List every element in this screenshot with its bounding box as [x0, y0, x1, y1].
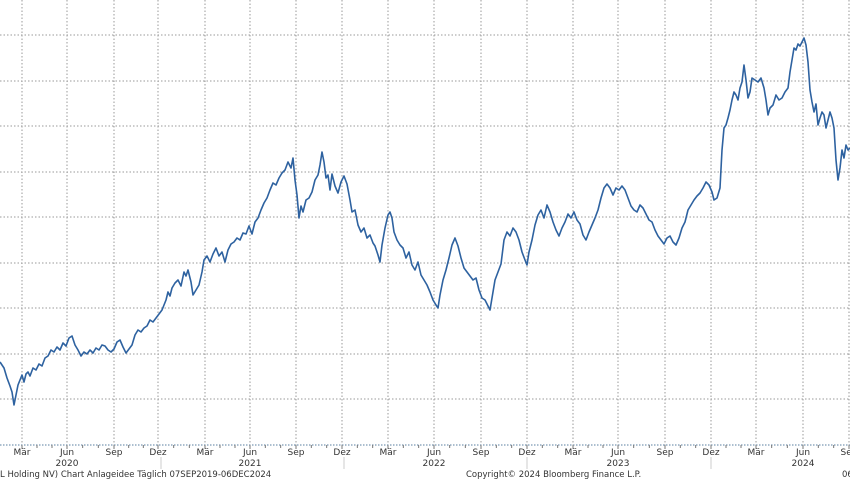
x-tick-label: Sep [841, 448, 850, 458]
x-tick-label: Dez [149, 448, 166, 458]
x-tick-label: Sep [657, 448, 674, 458]
x-tick-label: Mär [565, 448, 582, 458]
vertical-gridlines [21, 0, 850, 445]
x-tick-label: Mär [14, 448, 31, 458]
x-tick-label: Jun [795, 448, 810, 458]
x-tick-label: Mär [748, 448, 765, 458]
x-axis-month-labels: Mär Jun Sep Dez Mär Jun Sep Dez Mär Jun Sep Dez Mär J… [14, 448, 850, 458]
footer-date-fragment: 06 [842, 470, 850, 480]
x-tick-label: Sep [288, 448, 305, 458]
chart-footer-info: L Holding NV) Chart Anlageidee Täglich 0… [0, 470, 271, 480]
x-tick-label: Sep [106, 448, 123, 458]
horizontal-gridlines [0, 34, 850, 400]
x-tick-label: Jun [426, 448, 441, 458]
x-tick-label: Jun [610, 448, 625, 458]
x-year-label: 2023 [607, 459, 630, 469]
x-year-label: 2022 [423, 459, 446, 469]
x-axis-year-labels: 2020 2021 2022 2023 2024 [56, 459, 815, 469]
x-tick-label: Dez [518, 448, 535, 458]
year-separators [160, 457, 712, 469]
x-axis-ticks [21, 445, 850, 449]
x-tick-label: Dez [702, 448, 719, 458]
price-series-line [0, 37, 850, 406]
x-tick-label: Dez [333, 448, 350, 458]
x-tick-label: Sep [473, 448, 490, 458]
x-year-label: 2021 [239, 459, 262, 469]
x-year-label: 2020 [56, 459, 79, 469]
x-tick-label: Jun [59, 448, 74, 458]
x-tick-label: Jun [242, 448, 257, 458]
x-year-label: 2024 [792, 459, 815, 469]
copyright-text: Copyright© 2024 Bloomberg Finance L.P. [466, 470, 641, 480]
x-tick-label: Mär [380, 448, 397, 458]
x-tick-label: Mär [197, 448, 214, 458]
